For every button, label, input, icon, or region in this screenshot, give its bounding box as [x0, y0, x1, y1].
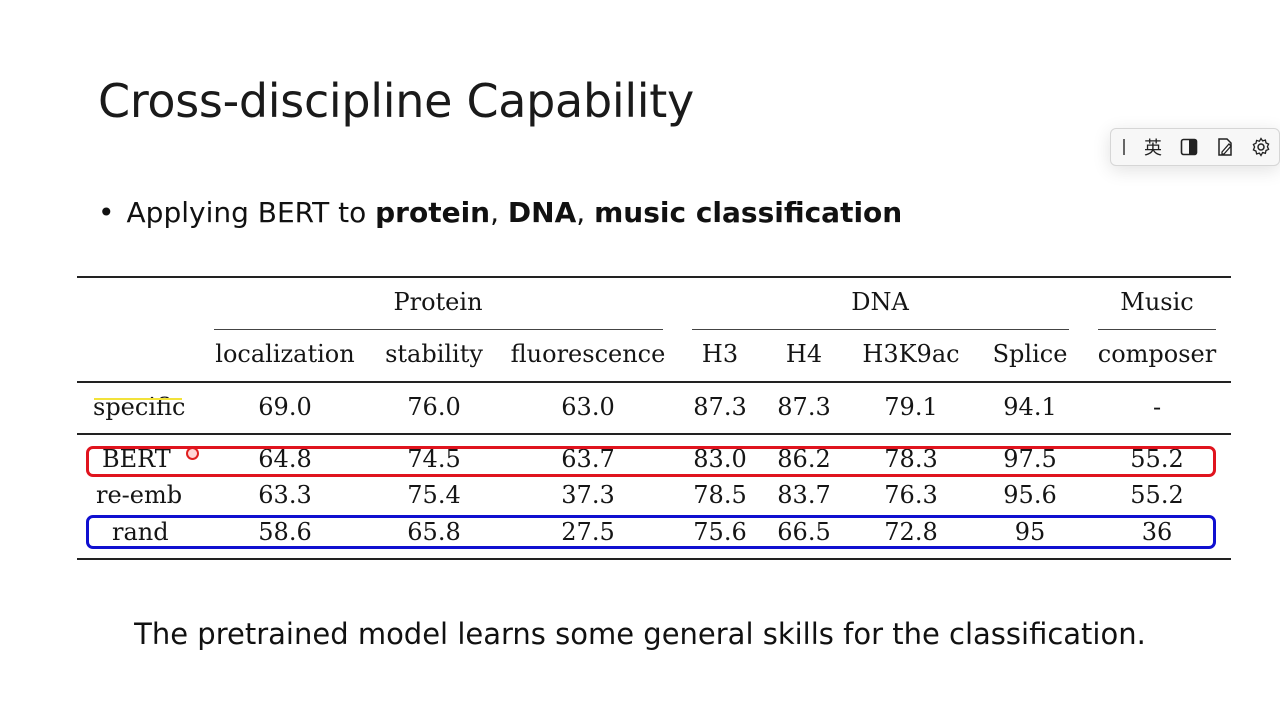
table-cell: 83.0	[693, 445, 747, 473]
slide-caption: The pretrained model learns some general…	[134, 617, 1146, 651]
table-cell: 76.3	[884, 481, 938, 509]
music-group-rule	[1098, 329, 1216, 331]
bullet-sep-2: ,	[576, 196, 595, 229]
col-header-composer: composer	[1097, 340, 1217, 368]
dna-group-rule	[692, 329, 1069, 331]
table-cell: 75.4	[407, 481, 461, 509]
group-header-dna: DNA	[851, 288, 909, 316]
bullet-term-protein: protein	[375, 196, 491, 229]
table-cell: 63.3	[258, 481, 312, 509]
ime-language-toggle[interactable]: 英	[1135, 134, 1171, 160]
bullet-dot: •	[98, 196, 115, 229]
bullet-term-dna: DNA	[507, 196, 577, 229]
protein-group-rule	[214, 329, 663, 331]
table-cell: 94.1	[1003, 393, 1057, 421]
table-cell: 27.5	[561, 518, 615, 546]
group-header-protein: Protein	[393, 288, 483, 316]
bullet-point: • Applying BERT to protein, DNA, music cl…	[98, 196, 902, 229]
table-cell: 95	[1014, 518, 1046, 546]
rand-row-highlight-box	[86, 515, 1216, 549]
bullet-term-music: music classification	[594, 196, 903, 229]
table-cell: 95.6	[1003, 481, 1057, 509]
table-cell: 58.6	[258, 518, 312, 546]
col-header-h4: H4	[785, 340, 823, 368]
highlight-underline	[94, 398, 182, 400]
table-cell: 55.2	[1130, 481, 1184, 509]
table-header-rule	[77, 381, 1231, 383]
table-cell: 83.7	[777, 481, 831, 509]
bullet-prefix: Applying BERT to	[126, 196, 376, 229]
table-cell: 63.7	[561, 445, 615, 473]
bullet-sep-1: ,	[490, 196, 508, 229]
table-cell: 65.8	[407, 518, 461, 546]
table-cell: 87.3	[777, 393, 831, 421]
table-cell: 64.8	[258, 445, 312, 473]
table-cell: 76.0	[407, 393, 461, 421]
row-label-rand: rand	[112, 518, 169, 546]
table-cell: 87.3	[693, 393, 747, 421]
table-cell: 75.6	[693, 518, 747, 546]
table-cell: 55.2	[1130, 445, 1184, 473]
col-header-stability: stability	[385, 340, 483, 368]
table-cell: 86.2	[777, 445, 831, 473]
col-header-h3: H3	[701, 340, 739, 368]
table-cell: 37.3	[561, 481, 615, 509]
bert-row-highlight-box	[86, 446, 1216, 477]
table-cell: 69.0	[258, 393, 312, 421]
col-header-fluorescence: fluorescence	[510, 340, 666, 368]
table-cell: 79.1	[884, 393, 938, 421]
grip-icon[interactable]	[1123, 139, 1125, 155]
table-cell: 78.3	[884, 445, 938, 473]
table-cell: 78.5	[693, 481, 747, 509]
pen-doc-icon[interactable]	[1207, 137, 1243, 157]
table-cell: 97.5	[1003, 445, 1057, 473]
language-label: 英	[1144, 138, 1162, 159]
col-header-h3k9ac: H3K9ac	[862, 340, 960, 368]
table-specific-rule	[77, 433, 1231, 435]
row-label-bert: BERT	[102, 445, 171, 473]
table-cell: -	[1152, 393, 1162, 421]
table-bottom-rule	[77, 558, 1231, 560]
row-label-re-emb: re-emb	[96, 481, 183, 509]
table-cell: 66.5	[777, 518, 831, 546]
table-cell: 74.5	[407, 445, 461, 473]
half-square-icon[interactable]	[1171, 138, 1207, 156]
slide-title: Cross-discipline Capability	[98, 74, 694, 128]
col-header-localization: localization	[215, 340, 355, 368]
group-header-music: Music	[1120, 288, 1194, 316]
gear-icon[interactable]	[1243, 137, 1279, 157]
col-header-splice: Splice	[992, 340, 1068, 368]
table-cell: 36	[1141, 518, 1173, 546]
table-top-rule	[77, 276, 1231, 278]
table-cell: 63.0	[561, 393, 615, 421]
ime-toolbar[interactable]: 英	[1110, 128, 1280, 166]
row-label-specific: specific	[93, 393, 186, 421]
table-cell: 72.8	[884, 518, 938, 546]
